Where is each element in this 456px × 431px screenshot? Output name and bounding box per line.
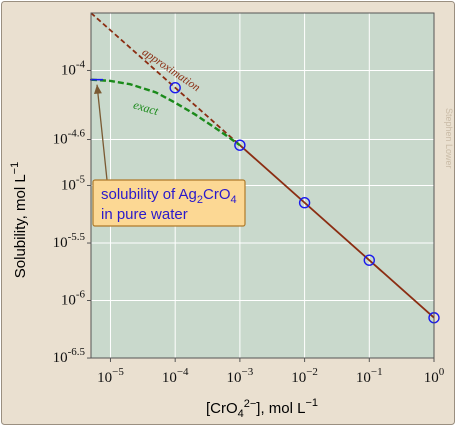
series-exact xyxy=(90,78,241,147)
y-tick-label: 10-4 xyxy=(61,58,86,78)
callout-box xyxy=(92,179,246,227)
tick-layer: 10−5 10−4 10−3 10−2 10−1 100 10-4 10-4.6 10-5 10-… xyxy=(53,58,445,386)
callout-arrow-line xyxy=(96,84,108,181)
x-tick-label: 10−2 xyxy=(291,366,318,386)
x-tick-label: 100 xyxy=(424,366,445,386)
x-tick-label: 10−3 xyxy=(227,366,254,386)
y-tick-label: 10-5 xyxy=(61,173,86,193)
data-point-marker xyxy=(169,82,181,94)
y-tick-label: 10-6.5 xyxy=(53,346,86,366)
callout-line-1: solubility of Ag2CrO4 xyxy=(101,186,237,206)
x-tick-label: 10−1 xyxy=(356,366,383,386)
credit-text: Stephen Lower xyxy=(444,108,454,169)
exact-label: exact xyxy=(132,98,161,119)
x-tick-label: 10−4 xyxy=(162,366,189,386)
y-tick-label: 10-6 xyxy=(61,288,86,308)
callout-arrow-head xyxy=(94,84,102,94)
marker-layer xyxy=(90,78,440,324)
series-main-line xyxy=(239,144,435,319)
y-tick-label: 10-4.6 xyxy=(53,128,86,148)
series-approximation xyxy=(90,12,241,146)
y-tick-label: 10-5.5 xyxy=(53,231,86,251)
data-point-marker xyxy=(234,139,246,151)
data-point-marker xyxy=(363,254,375,266)
x-tick-label: 10−5 xyxy=(97,366,124,386)
callout-arrow xyxy=(94,84,108,181)
callout-line-2: in pure water xyxy=(101,206,188,223)
y-axis-label: Solubility, mol L−1 xyxy=(9,162,29,278)
series-layer xyxy=(90,12,435,319)
x-axis-label: [CrO42−], mol L−1 xyxy=(206,397,318,420)
data-point-marker xyxy=(298,197,311,209)
